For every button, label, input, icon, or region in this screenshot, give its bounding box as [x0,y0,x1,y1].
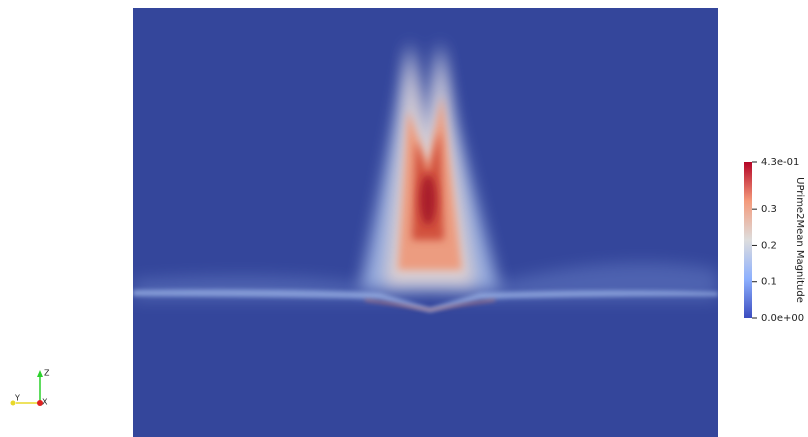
axis-label: Y [14,394,20,403]
colorbar-ticks: 4.3e-01 0.3 0.2 0.1 0.0e+00 [752,157,804,324]
tick-label: 0.1 [761,277,777,288]
colorbar [744,162,752,318]
axis-label: X [42,398,48,407]
tick-label: 0.3 [761,204,777,215]
tick-label: 0.2 [761,240,777,251]
axis-label: Z [44,369,50,378]
colorbar-title: UPrime2Mean Magnitude [794,177,805,303]
tick-label: 0.0e+00 [761,313,804,324]
axes-triad: Z Y X [10,369,50,407]
tick-label: 4.3e-01 [761,157,799,168]
render-view [133,8,718,437]
